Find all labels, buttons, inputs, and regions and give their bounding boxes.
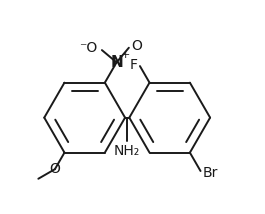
Text: ⁻O: ⁻O [80, 41, 98, 55]
Text: F: F [130, 58, 138, 72]
Text: +: + [120, 50, 130, 60]
Text: O: O [50, 162, 60, 176]
Text: NH₂: NH₂ [114, 144, 140, 158]
Text: N: N [110, 55, 123, 70]
Text: Br: Br [203, 166, 218, 180]
Text: O: O [131, 39, 142, 53]
